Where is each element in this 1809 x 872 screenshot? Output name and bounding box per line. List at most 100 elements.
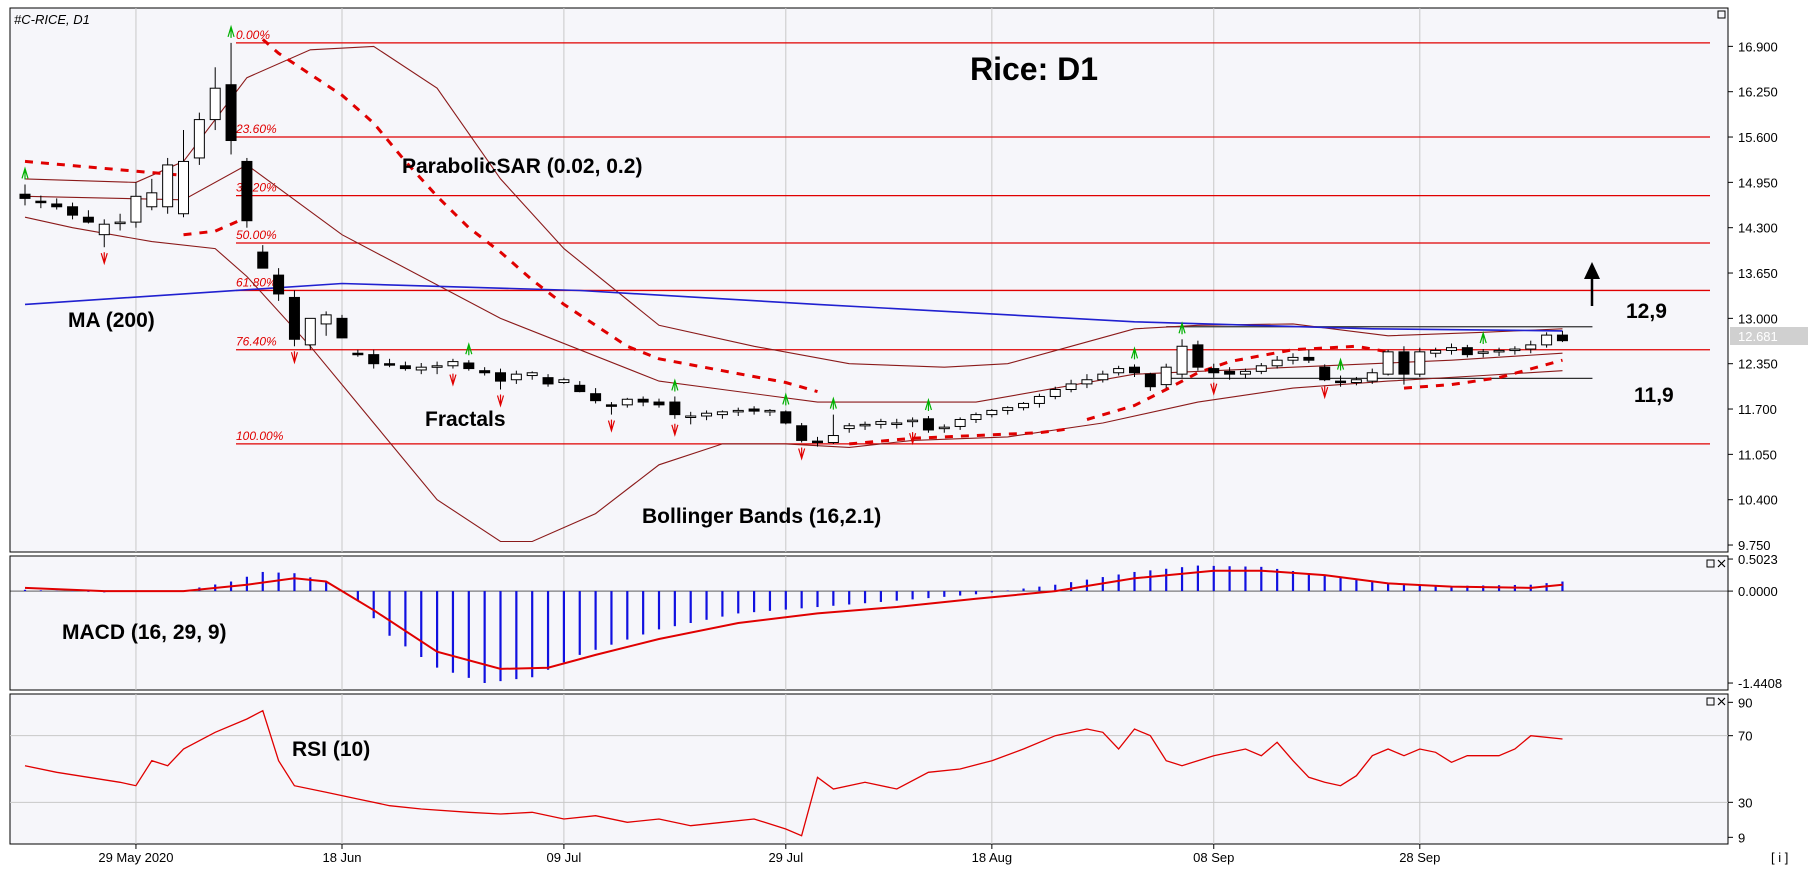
candle-up [1097,373,1109,381]
bollinger-upper-line [24,45,1563,368]
candle-up [716,411,728,416]
candle-down [812,440,823,444]
x-tick-label: 18 Aug [972,850,1013,865]
candle-up [1160,366,1172,386]
ma200-line [24,282,1563,332]
maximize-button[interactable] [1717,10,1726,19]
x-tick-label: 29 May 2020 [98,850,173,865]
support-label: 11,9 [1634,384,1674,407]
candle-down [273,274,285,295]
current-price-tag [1730,327,1808,345]
candle-up [891,422,903,425]
price-plot-area [9,7,1729,553]
y-tick-label: -1.4408 [1738,676,1782,691]
candle-down [590,393,602,402]
candle-up [162,164,174,208]
rsi-close-icon[interactable] [1717,697,1726,706]
candle-up [764,409,776,413]
candle-down [574,384,586,393]
bollinger-lower-line [24,216,1563,543]
ma-label: MA (200) [68,309,155,332]
bollinger-label: Bollinger Bands (16,2.1) [642,505,881,528]
candle-up [304,317,316,346]
bollinger-middle-line [24,164,1563,403]
candle-up [320,314,332,325]
rsi-plot-area [9,693,1729,845]
rsi-maximize-button[interactable] [1706,697,1715,706]
sar-dots [261,38,818,394]
candle-up [907,419,919,423]
sar-dots [1086,344,1389,421]
fractal-down-icon [671,423,679,437]
resistance-label: 12,9 [1626,300,1667,323]
candle-up [1477,351,1489,354]
y-tick-label: 70 [1738,729,1752,744]
macd-close-icon[interactable] [1717,559,1726,568]
candle-down [35,200,47,204]
macd-label: MACD (16, 29, 9) [62,621,227,644]
fractal-up-icon [1130,346,1139,360]
candle-down [19,193,31,199]
candle-down [463,362,475,370]
rsi-panel-buttons[interactable] [1706,697,1726,706]
sar-dots [183,215,248,237]
candle-up [510,373,522,381]
candle-up [859,423,871,427]
y-tick-label: 15.600 [1738,130,1778,145]
candle-down [1224,370,1236,375]
y-tick-label: 30 [1738,795,1752,810]
fractal-down-icon [1210,382,1218,396]
fib-level-label: 23.60% [235,122,277,136]
candle-up [1414,351,1426,375]
y-tick-label: 13.650 [1738,266,1778,281]
fractal-up-icon [1336,357,1345,371]
candle-up [1493,349,1505,353]
candle-down [653,401,665,406]
candle-up [1113,368,1125,374]
candle-down [1461,347,1473,356]
fib-level-label: 50.00% [236,228,277,242]
fractal-down-icon [496,394,505,408]
chart-title: Rice: D1 [970,51,1098,87]
candle-down [669,401,681,416]
candle-down [399,365,411,370]
fractal-down-icon [290,351,299,365]
candle-up [146,192,158,208]
candle-down [1335,380,1347,384]
y-tick-label: 9.750 [1738,538,1771,553]
y-tick-label: 12.350 [1738,357,1778,372]
candle-down [1398,351,1410,375]
up-arrow-icon [1584,262,1600,306]
candle-up [732,409,744,413]
candle-up [986,409,998,416]
macd-panel-buttons[interactable] [1706,559,1726,568]
y-tick-label: 9 [1738,830,1745,845]
fractal-up-icon [465,342,473,356]
fractal-up-icon [671,378,679,392]
help-button[interactable]: [ i ] [1771,850,1788,865]
fractals-label: Fractals [425,408,506,431]
fractal-down-icon [449,373,457,387]
fractal-up-icon [1178,321,1186,335]
candle-up [526,372,538,377]
candle-up [130,195,142,223]
fib-level-label: 76.40% [236,335,277,349]
candle-up [1176,345,1188,375]
candle-down [82,216,94,223]
fib-level-label: 0.00% [236,28,270,42]
candle-up [1509,348,1521,352]
macd-maximize-button[interactable] [1706,559,1715,568]
candle-up [1049,388,1061,397]
fractal-up-icon [782,392,790,406]
fractal-up-icon [829,396,837,410]
fib-level-label: 100.00% [236,429,284,443]
fractal-up-icon [924,397,933,411]
time-axis: 29 May 2020 18 Jun 09 Jul 29 Jul 18 Aug 08 Se… [98,844,1440,865]
candle-down [1192,344,1204,368]
candle-down [1208,368,1220,374]
fractal-up-icon [227,24,235,38]
price-panel: 0.00%23.60%38.20%50.00%61.80%76.40%100.0… [9,7,1808,553]
candle-up [970,414,982,420]
fib-level-label: 61.80% [236,275,277,289]
candle-up [621,398,633,406]
